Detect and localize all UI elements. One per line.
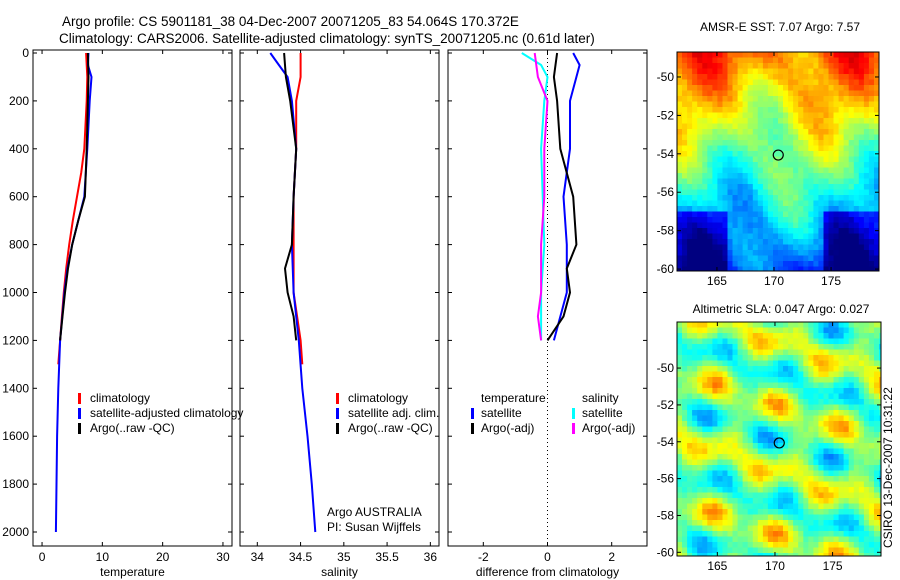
legend-swatch [572, 423, 575, 434]
series-argo-raw-qc- [59, 52, 90, 341]
legend-label: satellite [481, 406, 522, 420]
profile-location-marker [772, 149, 784, 161]
y-tick-label: -50 [657, 361, 675, 375]
y-tick-label: -56 [657, 185, 675, 199]
legend-swatch [78, 408, 81, 419]
x-tick-label: 165 [707, 274, 727, 288]
x-tick-label: 35 [337, 550, 351, 564]
figure-title-line1: Argo profile: CS 5901181_38 04-Dec-2007 … [62, 14, 519, 29]
y-tick-label: -54 [657, 147, 675, 161]
x-tick-label: 170 [764, 274, 784, 288]
legend-label: Argo(-adj) [481, 421, 534, 435]
map-frame [676, 321, 882, 557]
x-tick-label: 0 [544, 550, 551, 564]
series-argo-raw-qc- [283, 52, 298, 341]
map-title: Altimetric SLA: 0.047 Argo: 0.027 [693, 302, 870, 316]
y-tick-label: -56 [657, 472, 675, 486]
y-tick-label: 1600 [2, 429, 29, 443]
y-tick-label: -58 [657, 224, 675, 238]
y-tick-label: -60 [657, 262, 675, 276]
y-tick-label: 400 [9, 142, 29, 156]
legend-label: climatology [348, 391, 408, 405]
x-tick-label: 20 [156, 550, 170, 564]
y-tick-label: -60 [657, 545, 675, 559]
x-tick-label: 36 [424, 550, 438, 564]
y-tick-label: 600 [9, 190, 29, 204]
legend-label: satellite-adjusted climatology [90, 406, 243, 420]
x-tick-label: 165 [707, 559, 727, 573]
legend-label: Argo(..raw -QC) [90, 421, 175, 435]
legend-swatch [78, 423, 81, 434]
x-axis-label: difference from climatology [476, 565, 619, 579]
series-temperature-satellite [552, 52, 581, 341]
map-field [677, 52, 880, 271]
y-tick-label: -52 [657, 108, 675, 122]
axes-frame [32, 49, 233, 547]
legend-swatch [471, 423, 474, 434]
y-tick-label: 1800 [2, 477, 29, 491]
x-tick-label: 175 [823, 559, 843, 573]
y-tick-label: 1000 [2, 286, 29, 300]
legend-swatch [78, 393, 81, 404]
annotation-institution: Argo AUSTRALIA [327, 505, 422, 519]
y-tick-label: 2000 [2, 525, 29, 539]
x-tick-label: 170 [765, 559, 785, 573]
y-tick-label: 800 [9, 238, 29, 252]
legend-label: Argo(-adj) [582, 421, 635, 435]
legend-swatch [471, 408, 474, 419]
legend-swatch [572, 408, 575, 419]
series-temperature-argo-adj- [546, 52, 578, 341]
profile-location-marker [773, 437, 785, 449]
x-tick-label: 2 [608, 550, 615, 564]
map-sst: AMSR-E SST: 7.07 Argo: 7.57 165 170 175 -50 -… [657, 20, 880, 288]
legend-swatch [336, 423, 339, 434]
legend-header: salinity [582, 391, 619, 405]
x-tick-label: 10 [96, 550, 110, 564]
panel-sal: 34 34.5 35 35.5 36 salinity climatologysatelli… [239, 49, 440, 579]
legend-header: temperature [481, 391, 546, 405]
axes-frame [239, 49, 440, 547]
x-tick-label: 30 [216, 550, 230, 564]
y-tick-label: -50 [657, 70, 675, 84]
x-tick-label: 175 [821, 274, 841, 288]
map-field [677, 322, 881, 556]
map-title: AMSR-E SST: 7.07 Argo: 7.57 [700, 20, 860, 34]
y-tick-label: 1200 [2, 333, 29, 347]
legend-label: Argo(..raw -QC) [348, 421, 433, 435]
legend-swatch [336, 408, 339, 419]
x-tick-label: -2 [478, 550, 489, 564]
y-tick-label: 1400 [2, 381, 29, 395]
x-axis-label: salinity [321, 565, 358, 579]
x-tick-label: 35.5 [375, 550, 399, 564]
y-tick-label: 200 [9, 94, 29, 108]
figure-title-line2: Climatology: CARS2006. Satellite-adjuste… [59, 31, 595, 46]
y-tick-label: 0 [22, 46, 29, 60]
legend-label: climatology [90, 391, 150, 405]
series-salinity-argo-adj- [533, 52, 549, 341]
legend-label: satellite [582, 406, 623, 420]
footer-stamp: CSIRO 13-Dec-2007 10:31:22 [881, 387, 895, 548]
legend-swatch [336, 393, 339, 404]
x-tick-label: 34 [251, 550, 265, 564]
series-climatology [292, 53, 304, 365]
x-axis-label: temperature [100, 565, 165, 579]
map-frame [676, 51, 880, 272]
legend-label: satellite adj. clim. [348, 406, 439, 420]
x-tick-label: 34.5 [289, 550, 313, 564]
annotation-pi: PI: Susan Wijffels [327, 520, 421, 534]
x-tick-label: 0 [39, 550, 46, 564]
y-tick-label: -52 [657, 398, 675, 412]
y-tick-label: -58 [657, 508, 675, 522]
map-sla: Altimetric SLA: 0.047 Argo: 0.027 165 170 1… [657, 302, 882, 573]
panel-temp: 0 10 20 30 temperature 0 200 400 600 800 1000 1200 1… [2, 46, 243, 579]
y-tick-label: -54 [657, 435, 675, 449]
